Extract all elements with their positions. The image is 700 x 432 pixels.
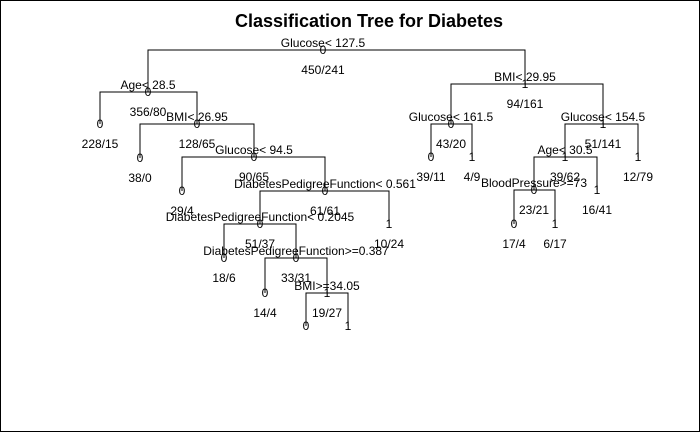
tree-edge	[305, 292, 327, 326]
split-label: Age< 30.5	[537, 143, 592, 157]
tree-edge	[296, 257, 328, 293]
class-label: 1	[594, 183, 601, 197]
split-label: BMI< 26.95	[166, 110, 228, 124]
tree-edge	[223, 223, 260, 258]
tree-edge	[450, 83, 525, 124]
tree-edge	[260, 223, 297, 258]
class-label: 1	[635, 150, 642, 164]
tree-edge	[534, 189, 556, 224]
tree-edge	[525, 83, 604, 124]
class-label: 1	[386, 217, 393, 231]
count-label: 23/21	[519, 203, 549, 217]
count-label: 18/6	[212, 271, 236, 285]
class-label: 0	[303, 319, 310, 333]
count-label: 33/31	[281, 271, 311, 285]
tree-edge	[451, 123, 473, 157]
class-label: 0	[251, 150, 258, 164]
class-label: 1	[469, 150, 476, 164]
class-label: 0	[179, 184, 186, 198]
tree-edge	[564, 123, 603, 157]
split-label: Glucose< 94.5	[215, 143, 293, 157]
count-label: 4/9	[464, 170, 481, 184]
count-label: 128/65	[179, 137, 216, 151]
count-label: 17/4	[502, 237, 526, 251]
class-label: 0	[97, 117, 104, 131]
class-label: 1	[345, 319, 352, 333]
count-label: 10/24	[374, 237, 404, 251]
split-label: Age< 28.5	[120, 78, 175, 92]
tree-edge	[603, 123, 639, 157]
tree-edge	[147, 49, 323, 92]
tree-edge	[99, 91, 148, 124]
count-label: 450/241	[301, 63, 345, 77]
class-label: 1	[562, 150, 569, 164]
tree-edges	[99, 49, 639, 326]
class-label: 0	[322, 184, 329, 198]
class-label: 0	[511, 217, 518, 231]
split-label: DiabetesPedigreeFunction< 0.2045	[166, 210, 355, 224]
tree-edge	[565, 156, 598, 190]
tree-edge	[148, 91, 198, 124]
count-label: 12/79	[623, 170, 653, 184]
count-label: 61/61	[310, 204, 340, 218]
class-label: 0	[137, 151, 144, 165]
tree-edge	[197, 123, 255, 157]
chart-title: Classification Tree for Diabetes	[235, 11, 503, 31]
tree-edge	[139, 123, 197, 158]
class-label: 0	[257, 217, 264, 231]
count-label: 90/65	[239, 170, 269, 184]
class-label: 0	[531, 183, 538, 197]
count-label: 51/141	[585, 137, 622, 151]
count-label: 94/161	[507, 97, 544, 111]
class-label: 0	[194, 117, 201, 131]
tree-edge	[327, 292, 349, 326]
tree-edge	[264, 257, 296, 293]
count-label: 356/80	[130, 105, 167, 119]
class-label: 1	[600, 117, 607, 131]
class-label: 0	[221, 251, 228, 265]
tree-edge	[533, 156, 565, 190]
class-label: 0	[448, 117, 455, 131]
split-label: BloodPressure>=73	[481, 176, 587, 190]
tree-edge	[181, 156, 254, 191]
tree-edge	[325, 190, 390, 224]
class-label: 0	[428, 150, 435, 164]
class-label: 1	[522, 77, 529, 91]
count-label: 39/62	[550, 170, 580, 184]
split-label: Glucose< 154.5	[561, 110, 646, 124]
count-label: 14/4	[253, 306, 277, 320]
split-label: BMI< 29.95	[494, 70, 556, 84]
class-label: 0	[262, 286, 269, 300]
class-label: 1	[324, 286, 331, 300]
class-label: 1	[552, 217, 559, 231]
count-label: 16/41	[582, 203, 612, 217]
count-label: 38/0	[128, 171, 152, 185]
count-label: 228/15	[82, 137, 119, 151]
class-label: 0	[320, 43, 327, 57]
count-label: 39/11	[416, 170, 445, 184]
split-label: BMI>=34.05	[294, 279, 360, 293]
tree-edge	[259, 190, 325, 224]
tree-edge	[323, 49, 526, 84]
split-label: Glucose< 161.5	[409, 110, 494, 124]
count-label: 43/20	[436, 137, 466, 151]
tree-edge	[513, 189, 534, 224]
count-label: 19/27	[312, 306, 342, 320]
count-label: 6/17	[543, 237, 567, 251]
tree-edge	[430, 123, 451, 157]
class-label: 0	[293, 251, 300, 265]
split-label: Glucose< 127.5	[281, 36, 366, 50]
class-label: 0	[145, 85, 152, 99]
split-label: DiabetesPedigreeFunction< 0.561	[234, 177, 416, 191]
count-label: 51/37	[245, 237, 275, 251]
tree-edge	[254, 156, 326, 191]
split-label: DiabetesPedigreeFunction>=0.387	[203, 244, 389, 258]
count-label: 29/4	[170, 204, 194, 218]
